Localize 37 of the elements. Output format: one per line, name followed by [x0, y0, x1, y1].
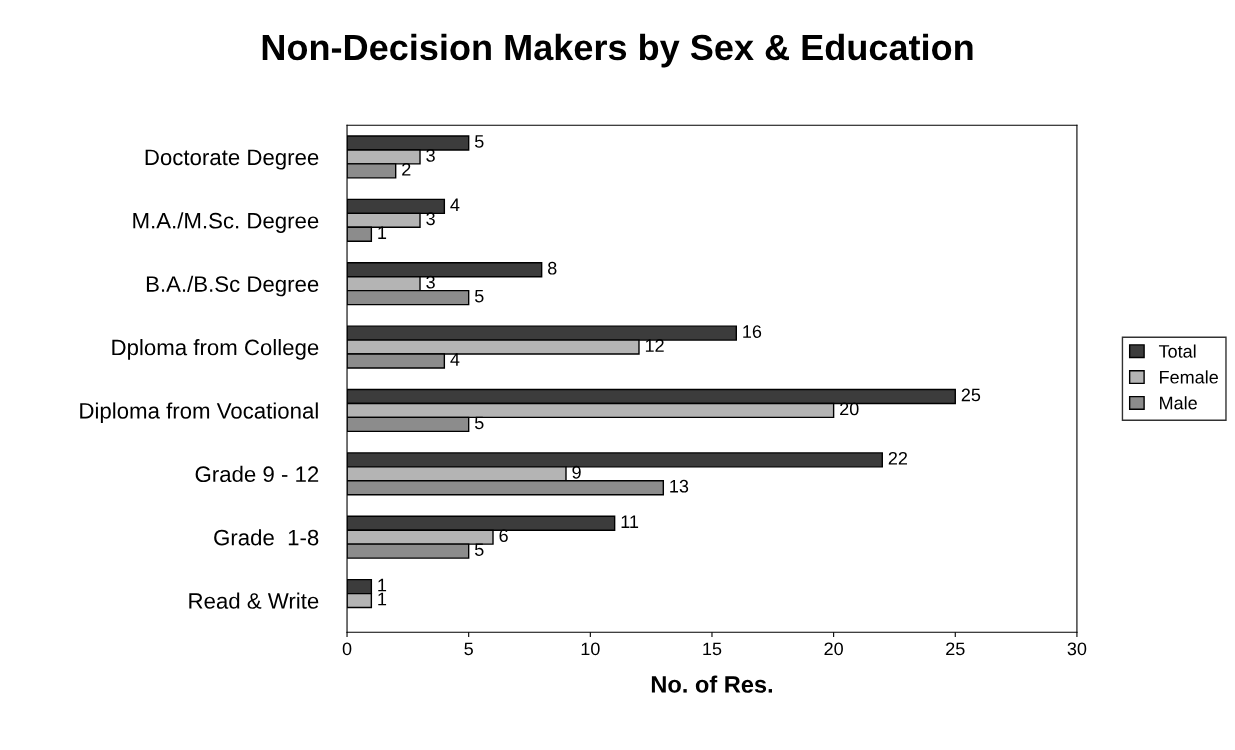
data-label: 25 [961, 388, 981, 402]
data-label: 5 [474, 289, 484, 303]
legend-label: Total [1158, 344, 1196, 358]
data-label: 11 [621, 515, 639, 528]
data-label: 8 [548, 261, 557, 275]
y-tick-label: Grade 9 - 12 [195, 465, 319, 483]
y-tick-label: M.A./M.Sc. Degree [133, 212, 319, 233]
data-label: 4 [450, 198, 460, 212]
y-tick-label: Dploma from College [112, 339, 319, 360]
x-tick-label: 20 [824, 642, 843, 656]
data-label: 1 [378, 578, 387, 592]
x-tick-label: 0 [342, 642, 352, 656]
x-tick-label: 30 [1067, 642, 1087, 656]
y-tick-label: Diploma from Vocational [80, 402, 318, 424]
data-label: 13 [670, 479, 689, 493]
data-label: 16 [743, 325, 762, 338]
y-tick-label: B.A./B.Sc Degree [146, 275, 319, 297]
x-tick-label: 10 [581, 642, 600, 656]
data-label: 1 [378, 592, 387, 606]
data-label: 2 [402, 162, 411, 176]
data-label: 5 [474, 135, 484, 148]
legend-label: Male [1160, 396, 1197, 410]
data-label: 22 [888, 451, 908, 465]
x-tick-label: 15 [703, 642, 722, 656]
legend-label: Female [1160, 370, 1218, 384]
x-tick-label: 5 [464, 642, 473, 656]
x-axis-title: No. of Res. [651, 675, 773, 693]
data-label: 12 [645, 339, 664, 352]
y-tick-label: Grade 1-8 [214, 529, 319, 546]
data-label: 3 [426, 149, 435, 162]
data-label: 5 [474, 543, 484, 556]
x-tick-label: 25 [946, 642, 965, 656]
y-tick-label: Doctorate Degree [145, 149, 319, 170]
data-label: 4 [450, 353, 460, 366]
y-tick-label: Read & Write [189, 592, 319, 609]
chart-title: Non-Decision Makers by Sex & Education [262, 33, 973, 68]
data-label: 9 [572, 465, 581, 479]
